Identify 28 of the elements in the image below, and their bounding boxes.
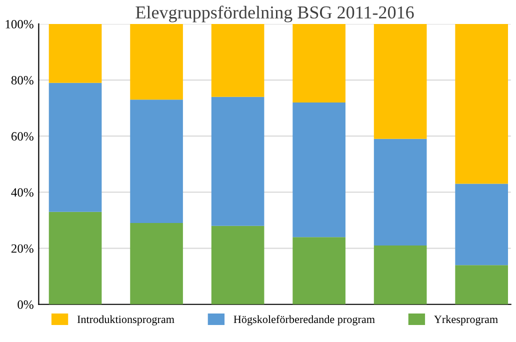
bar (48, 212, 102, 304)
bar (374, 245, 427, 304)
bar (48, 24, 102, 83)
bar (455, 24, 508, 184)
bar (455, 265, 508, 304)
bar (130, 223, 183, 304)
bar (374, 138, 427, 246)
legend-label: Introduktionsprogram (77, 315, 174, 326)
bar (211, 96, 264, 226)
bar (48, 82, 102, 212)
legend-label: Högskoleförberedande program (234, 315, 375, 326)
bar (130, 24, 183, 100)
y-tick-label: 80% (11, 76, 34, 85)
bar (211, 24, 264, 97)
y-tick-label: 40% (11, 188, 34, 197)
y-tick-label: 100% (6, 20, 34, 28)
bar (374, 24, 427, 139)
bar (292, 237, 346, 304)
legend-label: Yrkesprogram (434, 315, 498, 326)
bar (292, 24, 346, 102)
y-tick-label: 0% (18, 300, 34, 309)
chart-title: Elevgruppsfördelning BSG 2011-2016 (136, 6, 414, 22)
bar (130, 100, 183, 224)
bar (211, 226, 264, 304)
bar (455, 184, 508, 266)
y-tick-label: 60% (11, 132, 34, 141)
y-tick-label: 20% (11, 244, 34, 253)
bar (292, 102, 346, 238)
